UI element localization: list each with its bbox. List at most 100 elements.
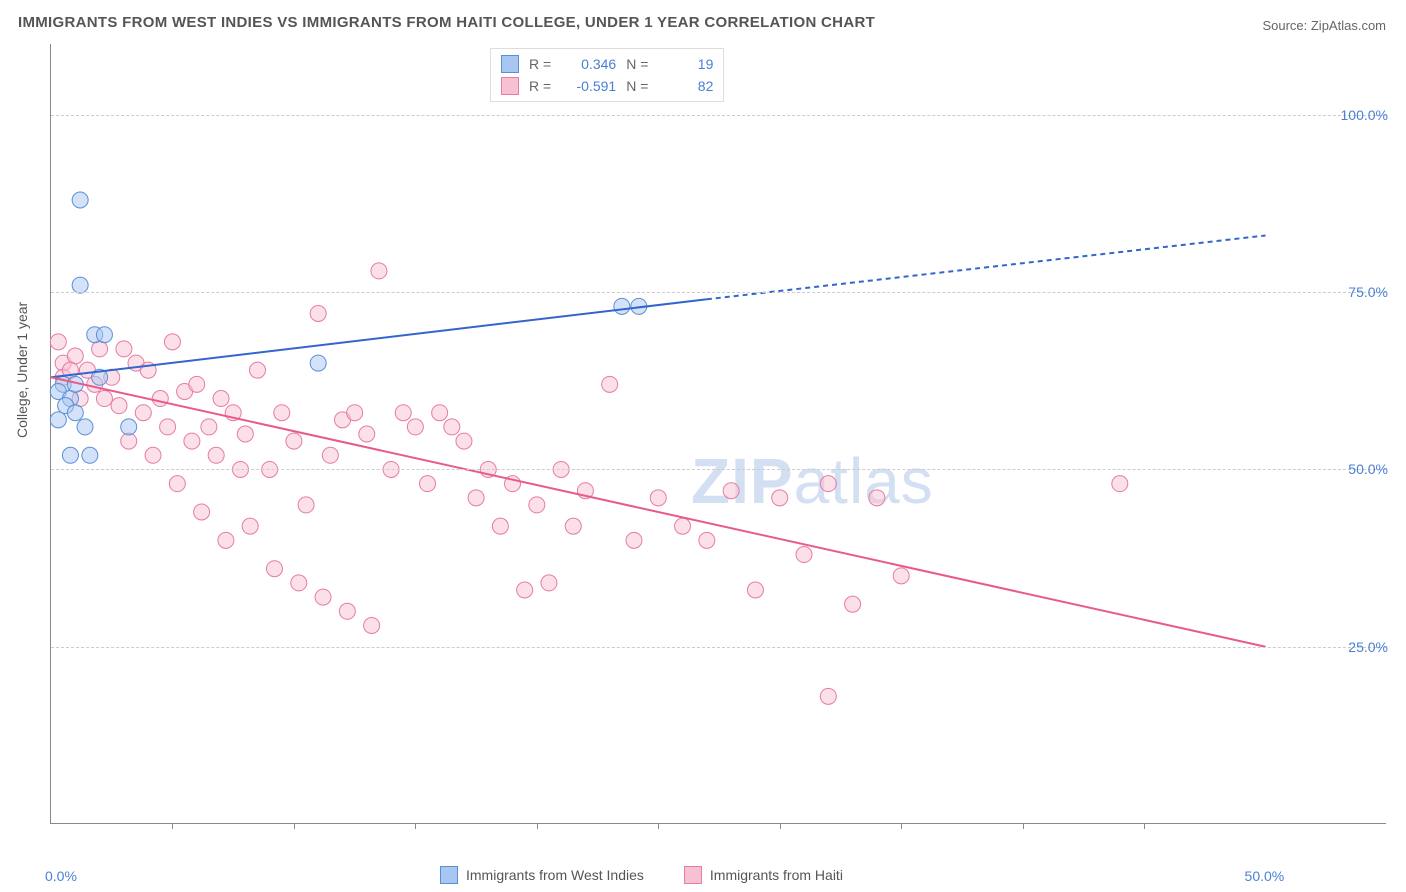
scatter-point (869, 490, 885, 506)
scatter-point (116, 341, 132, 357)
y-tick-label: 25.0% (1348, 639, 1388, 655)
scatter-point (395, 405, 411, 421)
y-tick-label: 50.0% (1348, 461, 1388, 477)
scatter-point (893, 568, 909, 584)
scatter-point (723, 483, 739, 499)
grid-line-h (51, 115, 1386, 116)
scatter-point (444, 419, 460, 435)
scatter-point (67, 405, 83, 421)
x-tick-minor (901, 823, 902, 829)
legend-r-value: 0.346 (561, 56, 616, 72)
scatter-point (468, 490, 484, 506)
scatter-point (169, 476, 185, 492)
scatter-point (747, 582, 763, 598)
x-tick-minor (780, 823, 781, 829)
scatter-point (529, 497, 545, 513)
scatter-point (1112, 476, 1128, 492)
scatter-point (92, 341, 108, 357)
scatter-point (364, 617, 380, 633)
chart-title: IMMIGRANTS FROM WEST INDIES VS IMMIGRANT… (18, 14, 875, 31)
scatter-point (213, 391, 229, 407)
legend-row: R = -0.591 N = 82 (501, 75, 713, 97)
scatter-point (194, 504, 210, 520)
legend-swatch (684, 866, 702, 884)
scatter-point (407, 419, 423, 435)
scatter-point (845, 596, 861, 612)
scatter-point (541, 575, 557, 591)
scatter-point (135, 405, 151, 421)
scatter-point (184, 433, 200, 449)
scatter-point (675, 518, 691, 534)
scatter-point (492, 518, 508, 534)
plot-area: ZIPatlas (50, 44, 1386, 824)
legend-r-label: R = (529, 56, 551, 72)
legend-n-label: N = (626, 56, 648, 72)
scatter-point (456, 433, 472, 449)
scatter-point (62, 447, 78, 463)
regression-line (707, 235, 1266, 299)
scatter-point (82, 447, 98, 463)
scatter-point (50, 412, 66, 428)
scatter-point (160, 419, 176, 435)
scatter-point (208, 447, 224, 463)
legend-n-label: N = (626, 78, 648, 94)
legend-swatch (440, 866, 458, 884)
grid-line-h (51, 647, 1386, 648)
y-tick-label: 100.0% (1341, 107, 1388, 123)
legend-swatch (501, 77, 519, 95)
legend-label: Immigrants from Haiti (710, 867, 843, 883)
scatter-point (274, 405, 290, 421)
legend-item: Immigrants from Haiti (684, 866, 843, 884)
x-tick-minor (658, 823, 659, 829)
scatter-point (237, 426, 253, 442)
scatter-point (420, 476, 436, 492)
scatter-point (72, 192, 88, 208)
scatter-point (359, 426, 375, 442)
scatter-point (111, 398, 127, 414)
scatter-point (339, 603, 355, 619)
scatter-point (286, 433, 302, 449)
legend-item: Immigrants from West Indies (440, 866, 644, 884)
scatter-point (218, 532, 234, 548)
scatter-point (152, 391, 168, 407)
legend-label: Immigrants from West Indies (466, 867, 644, 883)
scatter-point (699, 532, 715, 548)
scatter-point (565, 518, 581, 534)
scatter-point (201, 419, 217, 435)
scatter-point (67, 348, 83, 364)
scatter-point (291, 575, 307, 591)
legend-r-value: -0.591 (561, 78, 616, 94)
scatter-point (820, 476, 836, 492)
scatter-point (189, 376, 205, 392)
scatter-point (96, 327, 112, 343)
legend-series: Immigrants from West Indies Immigrants f… (440, 866, 843, 884)
legend-swatch (501, 55, 519, 73)
legend-row: R = 0.346 N = 19 (501, 53, 713, 75)
scatter-point (249, 362, 265, 378)
scatter-point (796, 547, 812, 563)
scatter-point (315, 589, 331, 605)
scatter-point (517, 582, 533, 598)
scatter-point (266, 561, 282, 577)
scatter-point (432, 405, 448, 421)
x-tick-label: 50.0% (1245, 868, 1285, 884)
y-axis-label: College, Under 1 year (14, 302, 30, 438)
scatter-point (347, 405, 363, 421)
scatter-point (50, 334, 66, 350)
regression-line (51, 299, 707, 377)
x-tick-label: 0.0% (45, 868, 77, 884)
x-tick-minor (1144, 823, 1145, 829)
scatter-svg (51, 44, 1386, 823)
scatter-point (96, 391, 112, 407)
scatter-point (371, 263, 387, 279)
grid-line-h (51, 469, 1386, 470)
x-tick-minor (415, 823, 416, 829)
scatter-point (77, 419, 93, 435)
x-tick-minor (172, 823, 173, 829)
scatter-point (772, 490, 788, 506)
scatter-point (72, 277, 88, 293)
scatter-point (626, 532, 642, 548)
x-tick-minor (537, 823, 538, 829)
y-tick-label: 75.0% (1348, 284, 1388, 300)
legend-n-value: 19 (658, 56, 713, 72)
